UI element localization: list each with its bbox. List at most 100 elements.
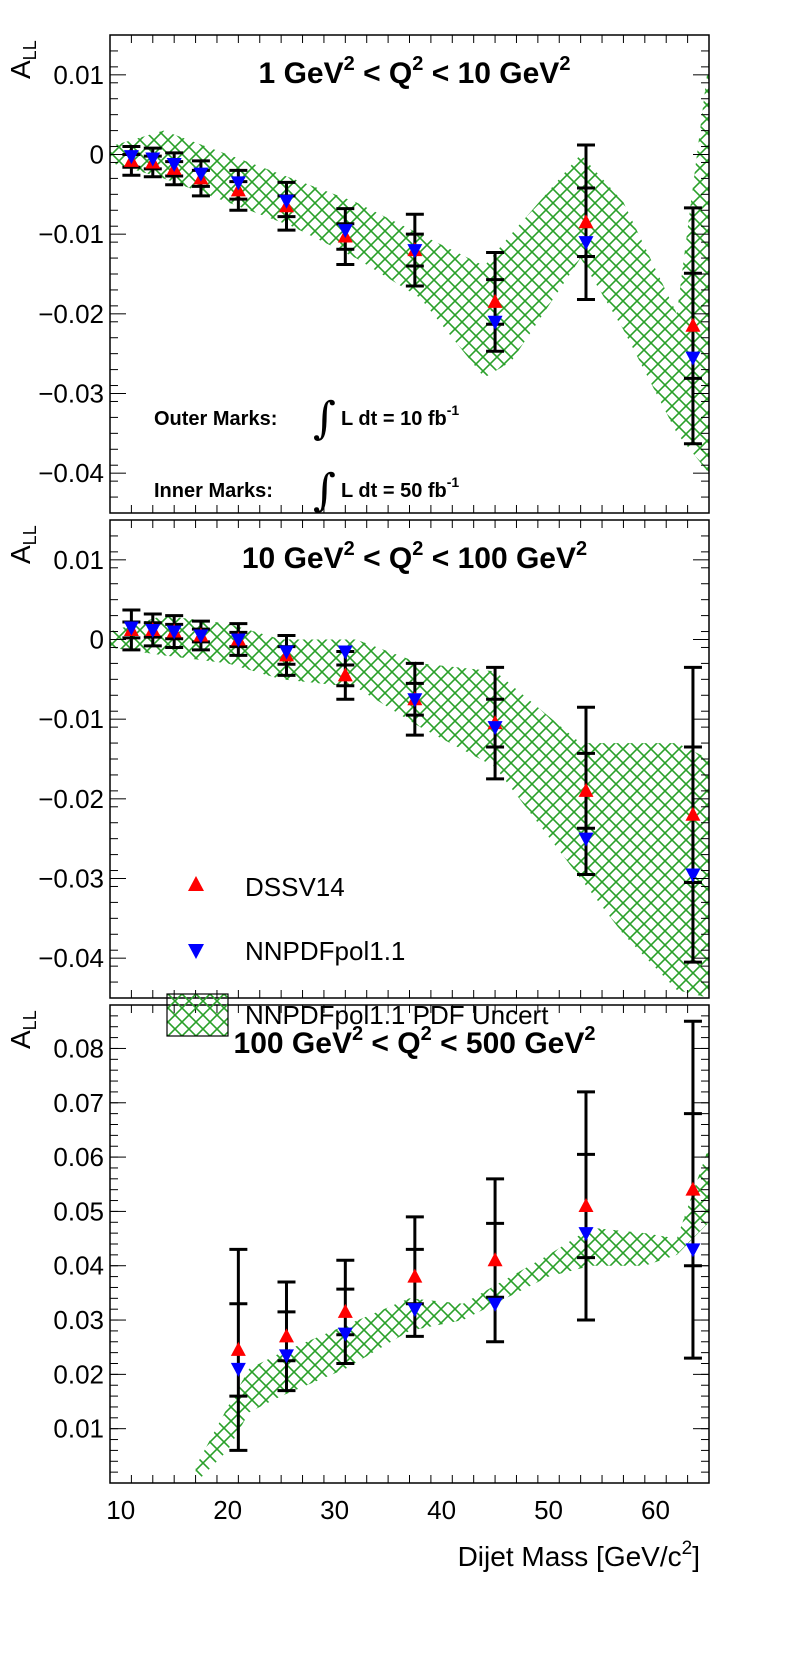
nnpdf-marker (145, 152, 161, 167)
data-point-6 (277, 180, 296, 232)
nnpdf-marker (230, 633, 246, 648)
y-axis-title-main: A (5, 1030, 36, 1049)
nnpdf-marker (407, 693, 423, 708)
luminosity-expression: L dt = 10 fb (341, 408, 447, 430)
legend-band-swatch (166, 993, 229, 1037)
plot-area (110, 58, 709, 474)
nnpdf-marker (230, 1362, 246, 1377)
title-superscript: 2 (576, 538, 587, 560)
title-text: < Q (355, 57, 413, 90)
data-point-11 (683, 206, 702, 446)
nnpdf-marker (193, 167, 209, 182)
y-axis-title: ALL (5, 40, 40, 79)
data-point-2 (143, 146, 162, 179)
title-text: < Q (355, 542, 413, 575)
title-superscript: 2 (344, 53, 355, 75)
data-point-10 (576, 705, 595, 877)
data-point-4 (405, 1215, 424, 1338)
data-point-5 (229, 622, 248, 657)
title-superscript: 2 (559, 53, 570, 75)
y-tick-label: 0.04 (53, 1251, 104, 1281)
data-point-11 (683, 665, 702, 964)
outer-marks-expression: L dt = 10 fb-1 (341, 402, 459, 430)
dssv14-marker (578, 214, 594, 229)
nnpdf-marker (278, 645, 294, 660)
nnpdf-marker (145, 623, 161, 638)
dssv14-marker (230, 1341, 246, 1356)
y-tick-label: −0.03 (38, 379, 104, 409)
y-tick-label: 0.07 (53, 1088, 104, 1118)
title-superscript: 2 (584, 1023, 595, 1045)
panel-title: 10 GeV2 < Q2 < 100 GeV2 (242, 538, 587, 575)
data-point-4 (191, 159, 210, 198)
data-point-5 (486, 1177, 505, 1344)
x-tick-label: 50 (534, 1495, 563, 1525)
dssv14-marker (337, 667, 353, 682)
title-superscript: 2 (421, 1023, 432, 1045)
plot-area (110, 608, 709, 998)
data-point-8 (405, 212, 424, 288)
nnpdf-marker (578, 1227, 594, 1242)
x-axis (109, 1005, 710, 1483)
y-axis-title-sub: LL (20, 1010, 40, 1030)
y-axis-title-main: A (5, 545, 36, 564)
title-superscript: 2 (344, 538, 355, 560)
data-point-5 (229, 168, 248, 212)
data-point-8 (405, 661, 424, 737)
nnpdf-marker (578, 236, 594, 251)
data-point-3 (336, 1258, 355, 1365)
y-tick-label: 0 (90, 140, 104, 170)
luminosity-exponent: -1 (447, 474, 460, 490)
y-tick-label: −0.04 (38, 458, 104, 488)
dssv14-marker (685, 806, 701, 821)
x-tick-label: 40 (427, 1495, 456, 1525)
data-point-3 (165, 614, 184, 649)
x-axis-title-main: Dijet Mass [GeV/c (458, 1541, 682, 1572)
y-tick-label: 0.05 (53, 1196, 104, 1226)
y-axis: 0.08 0.07 0.06 0.05 0.04 0.03 0.02 0.01 (53, 1004, 709, 1484)
nnpdf-marker (166, 625, 182, 640)
x-tick-labels: 10 20 30 40 50 60 (106, 1495, 670, 1525)
y-tick-label: 0.08 (53, 1033, 104, 1063)
x-tick-label: 30 (320, 1495, 349, 1525)
legend-band-label: NNPDFpol1.1 PDF Uncert (245, 1000, 549, 1030)
y-tick-label: 0.02 (53, 1359, 104, 1389)
nnpdf-marker (685, 351, 701, 366)
nnpdf-marker (123, 621, 139, 636)
title-text: < Q (363, 1027, 421, 1060)
data-point-1 (229, 1247, 248, 1452)
nnpdf-marker (166, 158, 182, 173)
nnpdf-marker (407, 1303, 423, 1318)
x-axis (109, 35, 710, 513)
panel-3: 0.08 0.07 0.06 0.05 0.04 0.03 0.02 0.01 ALL 100 G… (5, 1004, 710, 1484)
title-text: 1 GeV (259, 57, 344, 90)
inner-marks-label: Inner Marks: (154, 480, 273, 502)
y-tick-label: −0.01 (38, 704, 104, 734)
y-axis-title: ALL (5, 1010, 40, 1049)
y-tick-label: −0.02 (38, 299, 104, 329)
title-text: < 10 GeV (423, 57, 559, 90)
y-axis-title: ALL (5, 525, 40, 564)
data-point-6 (576, 1090, 595, 1322)
y-tick-label: 0.01 (53, 60, 104, 90)
panel-title: 1 GeV2 < Q2 < 10 GeV2 (259, 53, 571, 90)
nnpdf-marker (337, 224, 353, 239)
nnpdf-marker (278, 1349, 294, 1364)
nnpdf-marker (407, 244, 423, 259)
panel-1: 0.01 0 −0.01 −0.02 −0.03 −0.04 ALL 1 GeV2 < Q2 … (5, 34, 710, 514)
nnpdf-marker (685, 868, 701, 883)
dssv14-marker (487, 293, 503, 308)
integral-sign-icon: ∫ (313, 465, 336, 516)
y-tick-label: 0 (90, 625, 104, 655)
nnpdf-marker (487, 721, 503, 736)
x-tick-label: 20 (213, 1495, 242, 1525)
data-point-1 (122, 145, 141, 177)
inner-marks-expression: L dt = 50 fb-1 (341, 474, 459, 502)
luminosity-exponent: -1 (447, 402, 460, 418)
title-superscript: 2 (352, 1023, 363, 1045)
nnpdf-marker (337, 1327, 353, 1342)
y-axis-title-sub: LL (20, 525, 40, 545)
x-axis-title-sup: 2 (682, 1538, 693, 1559)
